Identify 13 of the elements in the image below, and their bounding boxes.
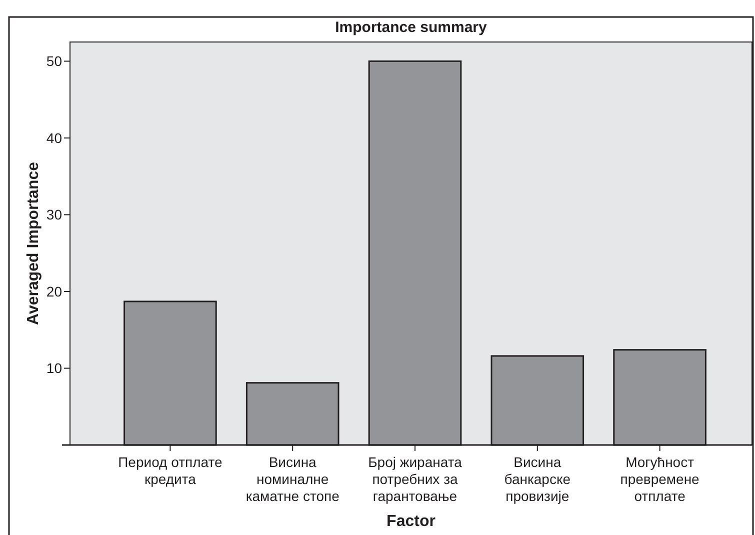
- x-axis-title: Factor: [386, 513, 436, 530]
- x-tick-label: Период отплате кредита: [118, 454, 222, 487]
- x-tick-label: Висина номиналне каматне стопе: [246, 454, 340, 504]
- x-tick-label: Висина банкарске провизије: [504, 454, 571, 504]
- y-axis-title: Averaged Importance: [25, 162, 42, 326]
- y-tick-label: 20: [46, 283, 62, 300]
- y-tick-label: 50: [46, 53, 62, 70]
- y-tick-label: 10: [46, 360, 62, 376]
- y-tick-label: 40: [46, 130, 62, 146]
- y-tick-label: 30: [46, 206, 62, 223]
- x-tick-label: Могућност превремене отплате: [620, 454, 700, 504]
- x-tick-label: Број жираната потребних за гарантовање: [368, 454, 462, 504]
- chart-title: Importance summary: [335, 19, 488, 36]
